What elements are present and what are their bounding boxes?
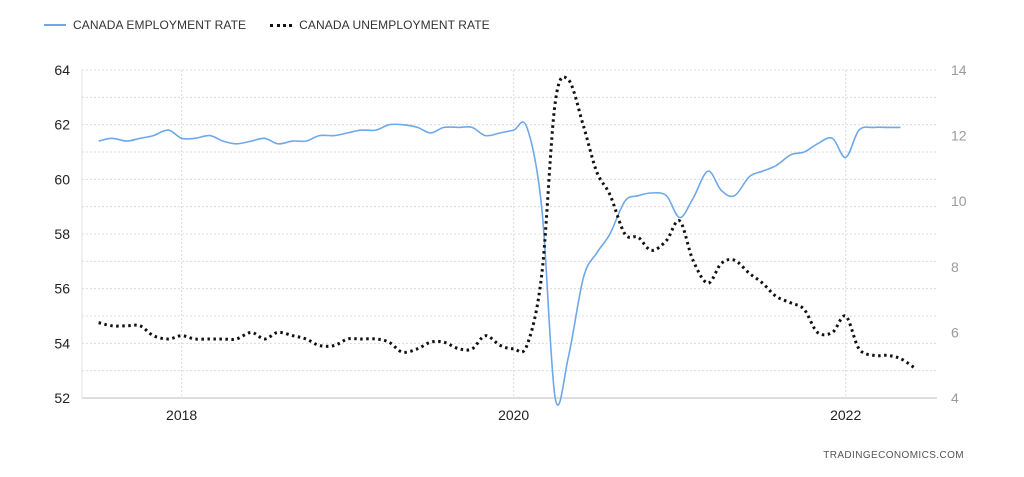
y-right-tick-label: 10 (951, 193, 967, 209)
series-line-employment (98, 121, 901, 406)
unemployment-swatch-icon (270, 23, 293, 27)
legend-label-employment: CANADA EMPLOYMENT RATE (73, 18, 247, 32)
y-right-tick-label: 14 (951, 62, 967, 78)
y-right-tick-label: 8 (951, 259, 959, 275)
x-tick-label: 2022 (830, 407, 861, 423)
y-left-tick-label: 62 (54, 117, 70, 133)
y-left-tick-label: 58 (54, 226, 70, 242)
employment-swatch-icon (44, 24, 66, 26)
y-right-tick-label: 12 (951, 128, 967, 144)
y-left-tick-label: 52 (54, 390, 70, 406)
x-tick-label: 2018 (166, 407, 197, 423)
y-left-tick-label: 54 (54, 335, 70, 351)
y-left-tick-label: 60 (54, 171, 70, 187)
y-left-tick-label: 56 (54, 281, 70, 297)
y-right-tick-label: 6 (951, 324, 959, 340)
y-left-tick-label: 64 (54, 62, 70, 78)
legend-item-unemployment[interactable]: CANADA UNEMPLOYMENT RATE (270, 18, 490, 32)
x-tick-label: 2020 (498, 407, 529, 423)
series-line-unemployment (98, 75, 917, 370)
legend-label-unemployment: CANADA UNEMPLOYMENT RATE (299, 18, 490, 32)
y-right-tick-label: 4 (951, 390, 959, 406)
legend: CANADA EMPLOYMENT RATE CANADA UNEMPLOYME… (44, 18, 514, 32)
legend-item-employment[interactable]: CANADA EMPLOYMENT RATE (44, 18, 246, 32)
source-watermark: TRADINGECONOMICS.COM (823, 450, 964, 461)
